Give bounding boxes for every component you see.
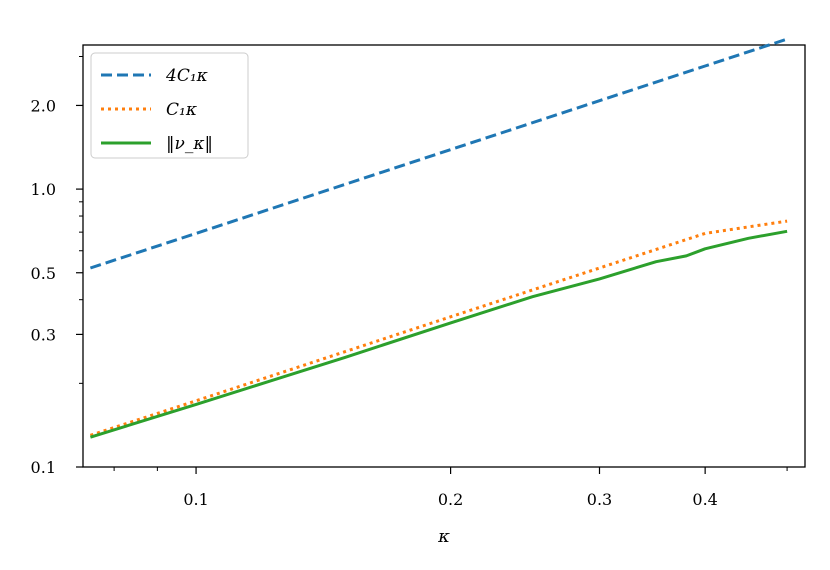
series-layer bbox=[89, 37, 788, 439]
legend: 4C₁κ C₁κ ‖ν_κ‖ bbox=[90, 52, 249, 159]
y-tick-label: 2.0 bbox=[31, 96, 56, 115]
x-tick-label: 0.3 bbox=[587, 490, 612, 509]
x-tick-label: 0.4 bbox=[692, 490, 717, 509]
series-line-2 bbox=[89, 219, 788, 437]
x-axis-label: κ bbox=[437, 526, 450, 547]
y-tick-label: 0.5 bbox=[31, 264, 56, 283]
legend-label-3: ‖ν_κ‖ bbox=[166, 134, 213, 154]
legend-label-2: C₁κ bbox=[166, 100, 197, 120]
series-line-3 bbox=[89, 229, 788, 439]
y-tick-label: 0.3 bbox=[31, 325, 56, 344]
y-axis-ticks: 0.1 0.3 0.5 1.0 2.0 bbox=[31, 56, 83, 477]
plot-frame bbox=[82, 44, 806, 468]
x-axis-ticks: 0.1 0.2 0.3 0.4 bbox=[113, 467, 788, 509]
x-tick-label: 0.2 bbox=[438, 490, 463, 509]
legend-box bbox=[90, 52, 249, 159]
series-line-1 bbox=[89, 37, 788, 270]
legend-label-1: 4C₁κ bbox=[165, 66, 208, 86]
x-tick-label: 0.1 bbox=[183, 490, 208, 509]
y-tick-label: 0.1 bbox=[31, 458, 56, 477]
y-tick-label: 1.0 bbox=[31, 180, 56, 199]
